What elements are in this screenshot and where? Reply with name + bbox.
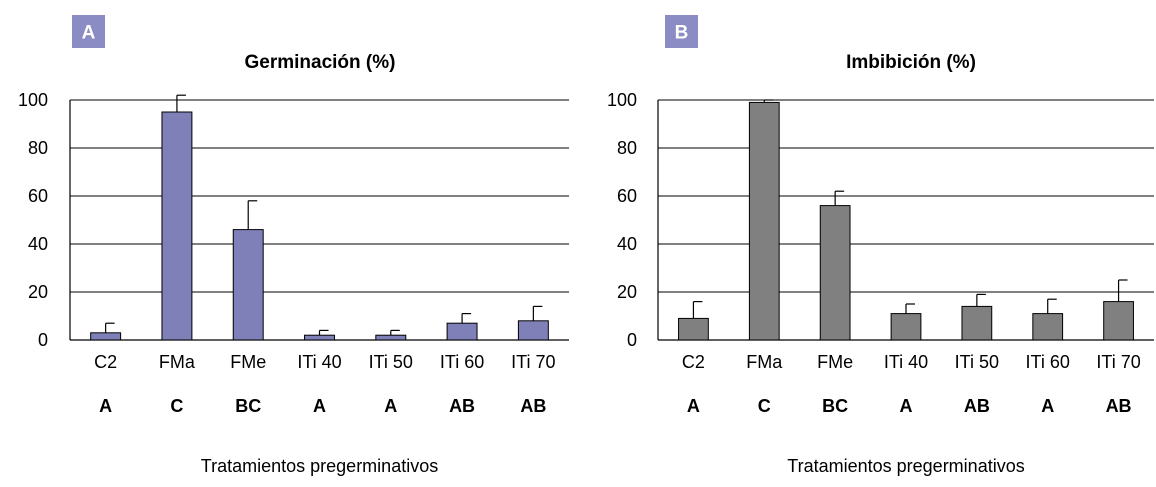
group-letter: A (99, 396, 112, 416)
panel-badge-label: A (82, 23, 96, 44)
group-letter: A (313, 396, 326, 416)
x-tick-label: ITi 60 (1026, 352, 1070, 372)
group-letter: AB (449, 396, 475, 416)
group-letter: A (1041, 396, 1054, 416)
bar (1032, 313, 1064, 341)
group-letter: C (758, 396, 771, 416)
bar (890, 313, 922, 341)
x-axis-label: Tratamientos pregerminativos (201, 456, 438, 476)
bar (1103, 301, 1134, 341)
group-letter: AB (964, 396, 990, 416)
error-bar (1047, 298, 1057, 314)
error-bar (461, 313, 472, 324)
x-tick-label: ITi 60 (440, 352, 484, 372)
error-bar (692, 301, 703, 319)
y-tick-label: 0 (627, 330, 637, 350)
y-tick-label: 40 (617, 234, 637, 254)
bar (819, 205, 851, 341)
y-tick-label: 60 (28, 186, 48, 206)
error-bar (247, 200, 258, 230)
group-letter: A (687, 396, 700, 416)
x-tick-label: ITi 50 (955, 352, 999, 372)
error-bar (105, 322, 115, 333)
bar (748, 101, 780, 341)
panel-badge: B (665, 15, 698, 48)
panel-badge-label: B (675, 23, 689, 44)
x-tick-label: FMa (746, 352, 783, 372)
x-tick-label: FMe (230, 352, 266, 372)
chart-panel-a: A Germinación (%) 0 20 40 60 80 100 C2 A FMa C FMe BC… (18, 15, 569, 476)
bar (961, 305, 993, 341)
y-tick-label: 20 (28, 282, 48, 302)
x-tick-label: ITi 70 (1096, 352, 1140, 372)
y-tick-label: 80 (617, 138, 637, 158)
x-tick-label: C2 (94, 352, 117, 372)
y-tick-label: 80 (28, 138, 48, 158)
x-tick-label: FMe (817, 352, 853, 372)
bar (232, 229, 264, 341)
error-bar (1117, 279, 1128, 302)
bar (446, 322, 478, 341)
x-tick-label: C2 (682, 352, 705, 372)
chart-panel-b: B Imbibición (%) 0 20 40 60 80 100 C2 A FMa C FMe BC I… (607, 15, 1154, 476)
error-bar (176, 94, 186, 112)
x-tick-label: ITi 40 (884, 352, 928, 372)
y-tick-label: 0 (38, 330, 48, 350)
group-letter: BC (822, 396, 848, 416)
y-tick-label: 20 (617, 282, 637, 302)
chart-title: Imbibición (%) (846, 52, 976, 73)
bar (678, 317, 709, 341)
panel-badge-bg (665, 15, 698, 48)
bar (375, 334, 407, 341)
error-bar (318, 329, 329, 336)
x-tick-label: FMa (159, 352, 196, 372)
panel-badge: A (72, 15, 105, 48)
error-bar (976, 293, 986, 307)
x-tick-label: ITi 40 (297, 352, 341, 372)
x-tick-label: ITi 50 (369, 352, 413, 372)
group-letter: C (170, 396, 183, 416)
x-tick-label: ITi 70 (511, 352, 555, 372)
error-bar (390, 329, 400, 336)
y-tick-label: 40 (28, 234, 48, 254)
y-tick-label: 60 (617, 186, 637, 206)
bar (517, 320, 549, 341)
bar (304, 334, 335, 341)
error-bar (532, 305, 543, 321)
group-letter: A (900, 396, 913, 416)
y-tick-label: 100 (607, 90, 637, 110)
panel-badge-bg (72, 15, 105, 48)
group-letter: BC (235, 396, 261, 416)
y-tick-label: 100 (18, 90, 48, 110)
group-letter: AB (520, 396, 546, 416)
bar (161, 111, 193, 341)
error-bar (905, 303, 915, 314)
error-bar (834, 190, 845, 206)
chart-title: Germinación (%) (245, 52, 396, 73)
group-letter: AB (1106, 396, 1132, 416)
bar (90, 332, 122, 341)
group-letter: A (384, 396, 397, 416)
x-axis-label: Tratamientos pregerminativos (787, 456, 1024, 476)
